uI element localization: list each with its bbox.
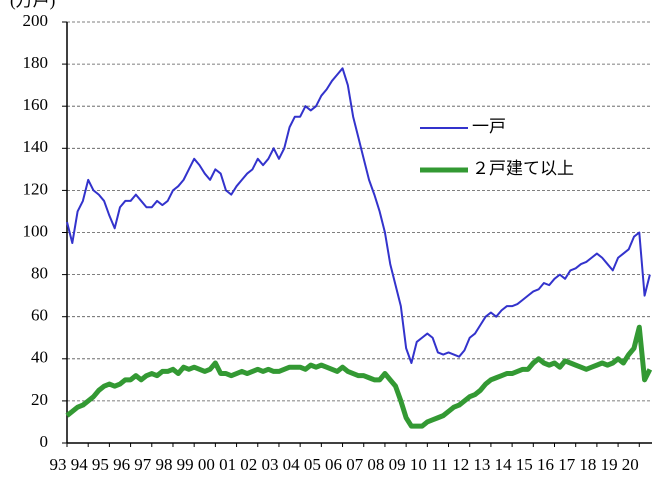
y-tick-label: 200 (23, 11, 49, 30)
x-tick-label: 03 (261, 455, 278, 474)
y-tick-label: 120 (23, 179, 49, 198)
x-tick-label: 05 (304, 455, 321, 474)
x-tick-label: 00 (198, 455, 215, 474)
x-tick-label: 17 (558, 455, 576, 474)
x-tick-label: 18 (579, 455, 596, 474)
x-tick-label: 11 (431, 455, 447, 474)
y-tick-label: 0 (40, 432, 49, 451)
y-tick-label: 80 (31, 264, 48, 283)
x-tick-label: 02 (240, 455, 257, 474)
y-tick-label: 40 (31, 348, 48, 367)
x-tick-label: 93 (50, 455, 67, 474)
series-line (66, 67, 651, 365)
x-tick-label: 08 (367, 455, 384, 474)
y-tick-label: 60 (31, 306, 48, 325)
x-tick-label: 10 (410, 455, 427, 474)
y-tick-label: 160 (23, 95, 49, 114)
x-tick-label: 15 (516, 455, 533, 474)
x-tick-label: 95 (92, 455, 109, 474)
y-tick-label: 100 (23, 221, 49, 240)
x-tick-label: 96 (113, 455, 130, 474)
x-tick-label: 14 (495, 455, 513, 474)
y-tick-label: 140 (23, 137, 49, 156)
x-tick-label: 20 (622, 455, 639, 474)
x-tick-label: 99 (177, 455, 194, 474)
y-tick-label: 20 (31, 390, 48, 409)
y-tick-label: 180 (23, 53, 49, 72)
x-tick-label: 98 (155, 455, 172, 474)
x-tick-label: 94 (71, 455, 89, 474)
x-tick-label: 01 (219, 455, 236, 474)
x-tick-label: 12 (452, 455, 469, 474)
y-axis-label: (万戸) (10, 0, 55, 10)
x-tick-label: 09 (389, 455, 406, 474)
series-line (65, 324, 653, 429)
x-tick-label: 19 (601, 455, 618, 474)
x-tick-label: 06 (325, 455, 342, 474)
legend-label: 一戸 (472, 117, 506, 136)
x-tick-label: 13 (473, 455, 490, 474)
x-tick-label: 16 (537, 455, 554, 474)
x-tick-label: 97 (134, 455, 152, 474)
x-tick-label: 04 (283, 455, 301, 474)
legend-label: ２戸建て以上 (472, 159, 574, 178)
x-tick-label: 07 (346, 455, 364, 474)
